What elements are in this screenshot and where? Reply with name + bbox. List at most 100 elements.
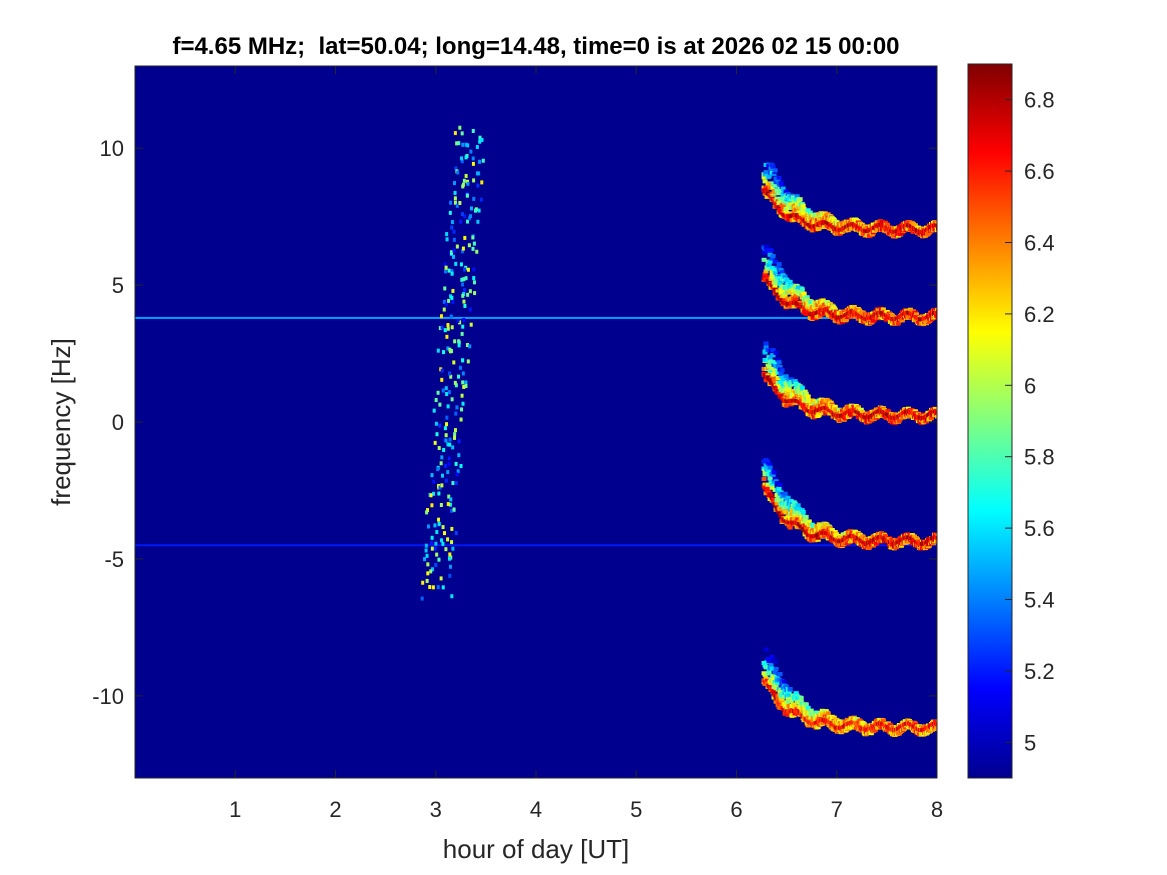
trace-cell <box>782 285 788 290</box>
trace-cell <box>448 564 452 569</box>
chart-title: f=4.65 MHz; lat=50.04; long=14.48, time=… <box>172 33 899 60</box>
trace-cell <box>937 409 942 413</box>
trace-cell <box>440 538 444 543</box>
trace-cell <box>782 294 788 299</box>
trace-cell <box>448 347 452 352</box>
trace-core-cell <box>935 311 937 316</box>
trace-cell <box>767 469 773 474</box>
trace-cell <box>764 485 770 490</box>
trace-cell <box>794 194 800 199</box>
trace-cell <box>770 275 776 280</box>
trace-cell <box>438 485 442 490</box>
trace-cell <box>478 159 482 164</box>
trace-cell <box>763 378 769 383</box>
trace-cell <box>778 374 784 379</box>
trace-cell <box>791 304 797 309</box>
trace-cell <box>452 254 456 259</box>
trace-cell <box>895 321 901 326</box>
trace-cell <box>461 358 465 363</box>
trace-cell <box>478 135 482 140</box>
trace-cell <box>821 224 827 229</box>
trace-cell <box>434 398 438 403</box>
trace-cell <box>806 723 812 728</box>
trace-cell <box>762 349 768 354</box>
trace-cell <box>445 334 449 339</box>
trace-cell <box>437 491 441 496</box>
trace-cell <box>774 196 780 201</box>
trace-cell <box>798 397 804 402</box>
trace-cell <box>808 299 814 304</box>
trace-cell <box>937 412 942 416</box>
heatmap-feature-1 <box>135 316 937 319</box>
steady-line-cell <box>135 316 937 319</box>
trace-cell <box>452 248 456 253</box>
trace-cell <box>935 533 937 538</box>
trace-cell <box>765 657 771 662</box>
trace-cell <box>469 206 473 211</box>
trace-cell <box>768 681 774 686</box>
trace-cell <box>447 268 451 273</box>
trace-cell <box>791 210 797 215</box>
trace-cell <box>770 473 776 478</box>
trace-cell <box>450 594 454 599</box>
trace-cell <box>769 265 775 270</box>
trace-cell <box>828 400 834 405</box>
trace-cell <box>430 473 434 478</box>
trace-cell <box>453 190 457 195</box>
trace-cell <box>815 710 821 715</box>
trace-cell <box>937 413 942 417</box>
trace-cell <box>792 704 798 709</box>
trace-cell <box>797 197 803 202</box>
heatmap-feature-7 <box>761 457 937 551</box>
trace-cell <box>450 325 454 330</box>
trace-cell <box>810 315 816 320</box>
trace-cell <box>451 300 455 305</box>
trace-cell <box>430 535 434 540</box>
trace-cell <box>763 341 769 346</box>
trace-cell <box>460 393 464 398</box>
trace-cell <box>786 285 792 290</box>
trace-cell <box>937 225 942 229</box>
trace-cell <box>801 211 807 216</box>
trace-cell <box>452 181 456 186</box>
trace-cell <box>791 199 797 204</box>
trace-cell <box>425 553 429 558</box>
trace-cell <box>773 666 779 671</box>
trace-cell <box>474 208 478 213</box>
trace-cell <box>469 322 473 327</box>
trace-cell <box>781 383 787 388</box>
trace-cell <box>442 350 446 355</box>
trace-cell <box>788 202 794 207</box>
trace-cell <box>444 433 448 438</box>
trace-cell <box>937 412 942 416</box>
trace-cell <box>761 476 767 481</box>
trace-cell <box>779 196 785 201</box>
trace-cell <box>762 179 768 184</box>
trace-cell <box>461 246 465 251</box>
trace-cell <box>779 694 785 699</box>
trace-cell <box>424 543 428 548</box>
trace-cell <box>447 556 451 561</box>
trace-cell <box>815 537 821 542</box>
trace-cell <box>786 692 792 697</box>
trace-cell <box>444 463 448 468</box>
trace-cell <box>796 507 802 512</box>
trace-cell <box>772 360 778 365</box>
trace-cell <box>826 305 832 310</box>
trace-cell <box>432 491 436 496</box>
trace-cell <box>465 343 469 348</box>
trace-cell <box>771 372 777 377</box>
trace-cell <box>443 328 447 333</box>
trace-cell <box>440 368 444 373</box>
trace-cell <box>466 181 470 186</box>
trace-cell <box>466 219 470 224</box>
trace-cell <box>461 293 465 298</box>
trace-cell <box>767 259 773 264</box>
trace-cell <box>460 212 464 217</box>
trace-cell <box>767 182 773 187</box>
trace-cell <box>450 397 454 402</box>
trace-cell <box>429 569 433 574</box>
trace-cell <box>801 291 807 296</box>
trace-cell <box>780 192 786 197</box>
trace-cell <box>785 495 791 500</box>
